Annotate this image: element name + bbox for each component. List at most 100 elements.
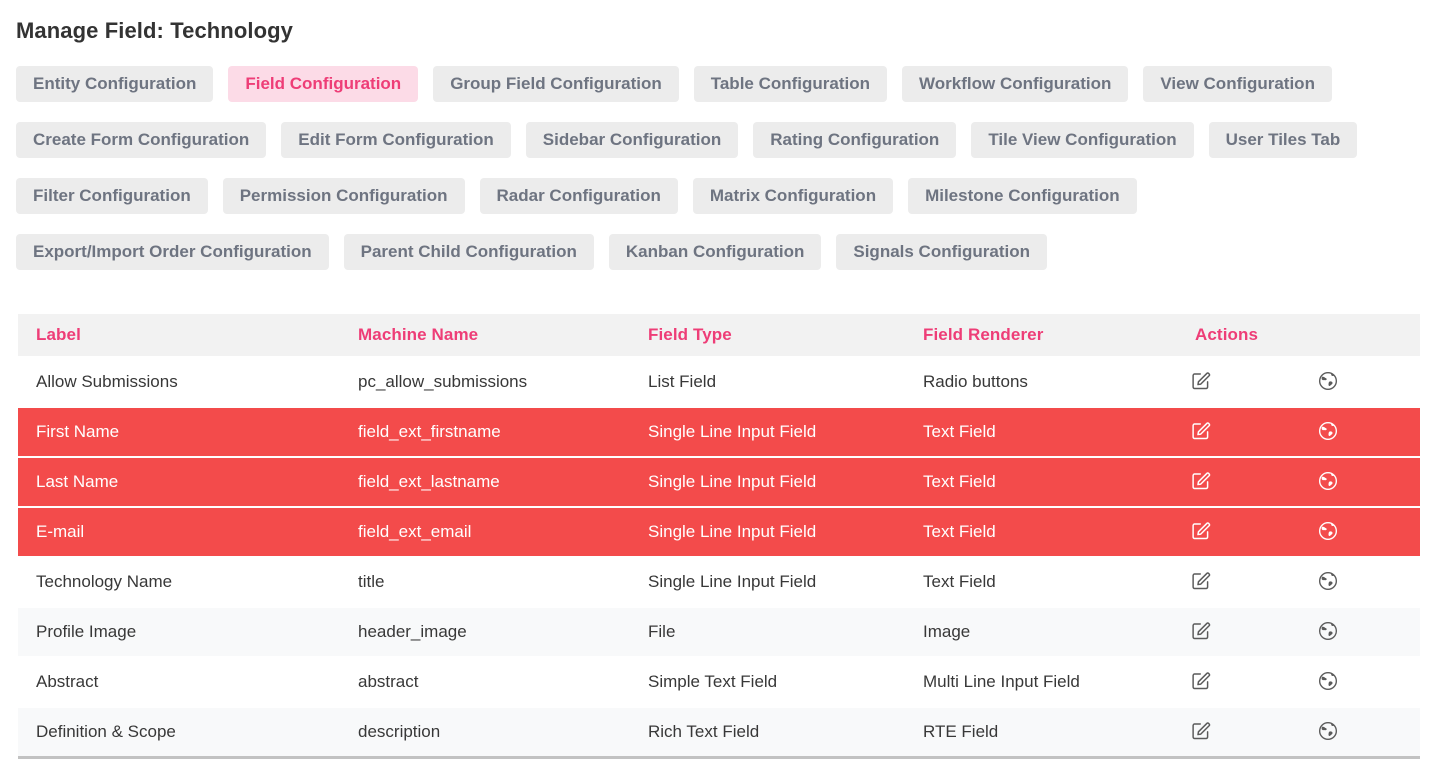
globe-icon[interactable] (1316, 669, 1340, 693)
cell-field-type: Single Line Input Field (648, 472, 817, 491)
cell-action-edit (1177, 407, 1304, 457)
cell-machine-name: header_image (358, 622, 467, 641)
table-row-technology-name: Technology Name title Single Line Input … (18, 557, 1421, 607)
column-header-label: Label (36, 325, 81, 344)
cell-field-type: List Field (648, 372, 717, 391)
cell-action-globe (1304, 457, 1420, 507)
cell-action-edit (1177, 607, 1304, 657)
cell-label: E-mail (36, 522, 85, 541)
tab-user-tiles-tab[interactable]: User Tiles Tab (1208, 122, 1358, 158)
cell-action-globe (1304, 557, 1420, 607)
tab-field-configuration[interactable]: Field Configuration (228, 66, 419, 102)
column-header-field-type: Field Type (648, 325, 732, 344)
cell-field-renderer: Text Field (923, 522, 996, 541)
cell-machine-name: description (358, 722, 441, 741)
tab-workflow-configuration[interactable]: Workflow Configuration (902, 66, 1129, 102)
cell-field-type: Single Line Input Field (648, 522, 817, 541)
edit-icon[interactable] (1189, 469, 1213, 493)
globe-icon[interactable] (1316, 619, 1340, 643)
cell-field-type: Single Line Input Field (648, 422, 817, 441)
cell-label: Last Name (36, 472, 119, 491)
tab-export-import-order-configuration[interactable]: Export/Import Order Configuration (16, 234, 329, 270)
cell-field-type: Rich Text Field (648, 722, 760, 741)
globe-icon[interactable] (1316, 569, 1340, 593)
tab-group-field-configuration[interactable]: Group Field Configuration (433, 66, 679, 102)
cell-field-renderer: RTE Field (923, 722, 999, 741)
column-header-machine-name: Machine Name (358, 325, 479, 344)
table-row-abstract: Abstract abstract Simple Text Field Mult… (18, 657, 1421, 707)
cell-label: Definition & Scope (36, 722, 176, 741)
tab-view-configuration[interactable]: View Configuration (1143, 66, 1332, 102)
edit-icon[interactable] (1189, 369, 1213, 393)
tab-create-form-configuration[interactable]: Create Form Configuration (16, 122, 267, 158)
tab-permission-configuration[interactable]: Permission Configuration (222, 178, 465, 214)
cell-field-type: File (648, 622, 676, 641)
cell-field-type: Single Line Input Field (648, 572, 817, 591)
cell-machine-name: pc_allow_submissions (358, 372, 528, 391)
edit-icon[interactable] (1189, 719, 1213, 743)
cell-label: Technology Name (36, 572, 173, 591)
column-header-actions: Actions (1195, 325, 1259, 344)
tab-signals-configuration[interactable]: Signals Configuration (836, 234, 1047, 270)
tab-edit-form-configuration[interactable]: Edit Form Configuration (281, 122, 511, 158)
tab-parent-child-configuration[interactable]: Parent Child Configuration (343, 234, 594, 270)
tab-matrix-configuration[interactable]: Matrix Configuration (692, 178, 894, 214)
tab-table-configuration[interactable]: Table Configuration (693, 66, 888, 102)
cell-machine-name: field_ext_email (358, 522, 472, 541)
cell-machine-name: title (358, 572, 385, 591)
tab-radar-configuration[interactable]: Radar Configuration (479, 178, 678, 214)
tab-rating-configuration[interactable]: Rating Configuration (753, 122, 957, 158)
cell-action-edit (1177, 557, 1304, 607)
globe-icon[interactable] (1316, 519, 1340, 543)
cell-field-renderer: Image (923, 622, 971, 641)
table-header-row: Label Machine Name Field Type Field Rend… (18, 314, 1421, 357)
cell-action-globe (1304, 707, 1420, 758)
cell-action-globe (1304, 657, 1420, 707)
cell-field-renderer: Text Field (923, 572, 996, 591)
edit-icon[interactable] (1189, 419, 1213, 443)
table-row-last-name: Last Name field_ext_lastname Single Line… (18, 457, 1421, 507)
cell-action-globe (1304, 507, 1420, 557)
configuration-tabs: Entity Configuration Field Configuration… (16, 66, 1419, 270)
cell-action-edit (1177, 357, 1304, 407)
globe-icon[interactable] (1316, 419, 1340, 443)
cell-field-renderer: Multi Line Input Field (923, 672, 1080, 691)
cell-machine-name: field_ext_firstname (358, 422, 501, 441)
table-row-first-name: First Name field_ext_firstname Single Li… (18, 407, 1421, 457)
field-table: Label Machine Name Field Type Field Rend… (18, 314, 1421, 759)
cell-label: Allow Submissions (36, 372, 178, 391)
edit-icon[interactable] (1189, 669, 1213, 693)
tab-entity-configuration[interactable]: Entity Configuration (16, 66, 214, 102)
cell-field-renderer: Text Field (923, 472, 996, 491)
cell-action-edit (1177, 707, 1304, 758)
table-row-profile-image: Profile Image header_image File Image (18, 607, 1421, 657)
tab-kanban-configuration[interactable]: Kanban Configuration (608, 234, 822, 270)
globe-icon[interactable] (1316, 719, 1340, 743)
edit-icon[interactable] (1189, 569, 1213, 593)
cell-action-globe (1304, 407, 1420, 457)
cell-machine-name: abstract (358, 672, 419, 691)
column-header-field-renderer: Field Renderer (923, 325, 1044, 344)
cell-machine-name: field_ext_lastname (358, 472, 500, 491)
tab-filter-configuration[interactable]: Filter Configuration (16, 178, 208, 214)
edit-icon[interactable] (1189, 619, 1213, 643)
cell-label: Profile Image (36, 622, 137, 641)
cell-action-globe (1304, 357, 1420, 407)
edit-icon[interactable] (1189, 519, 1213, 543)
field-table-container: Label Machine Name Field Type Field Rend… (18, 314, 1421, 759)
cell-action-edit (1177, 657, 1304, 707)
cell-label: Abstract (36, 672, 99, 691)
cell-action-globe (1304, 607, 1420, 657)
table-row-allow-submissions: Allow Submissions pc_allow_submissions L… (18, 357, 1421, 407)
table-row-e-mail: E-mail field_ext_email Single Line Input… (18, 507, 1421, 557)
tab-sidebar-configuration[interactable]: Sidebar Configuration (525, 122, 739, 158)
cell-field-renderer: Text Field (923, 422, 996, 441)
globe-icon[interactable] (1316, 469, 1340, 493)
cell-field-renderer: Radio buttons (923, 372, 1028, 391)
tab-milestone-configuration[interactable]: Milestone Configuration (908, 178, 1137, 214)
globe-icon[interactable] (1316, 369, 1340, 393)
cell-action-edit (1177, 457, 1304, 507)
tab-tile-view-configuration[interactable]: Tile View Configuration (971, 122, 1194, 158)
cell-action-edit (1177, 507, 1304, 557)
